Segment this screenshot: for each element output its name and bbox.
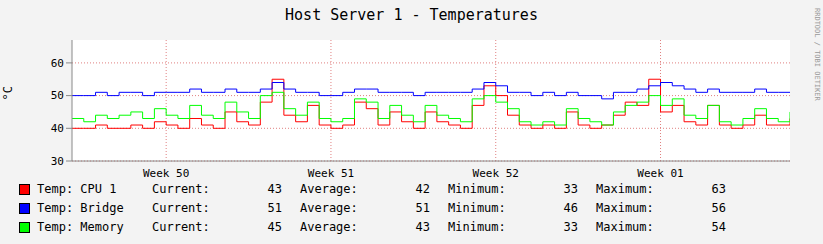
html-text:Maximum:: Maximum: — [596, 201, 654, 215]
html-text:43: 43 — [415, 220, 430, 234]
html-text:Maximum:: Maximum: — [596, 182, 654, 196]
svg-text:Week 51: Week 51 — [308, 167, 354, 180]
html-text:Current:: Current: — [152, 220, 210, 234]
svg-text:50: 50 — [51, 89, 64, 102]
svg-text:Week 50: Week 50 — [143, 167, 189, 180]
html-text:Maximum:: Maximum: — [596, 220, 654, 234]
html-text:54: 54 — [711, 220, 726, 234]
html-text:33: 33 — [563, 220, 578, 234]
html-text:Average:: Average: — [300, 220, 358, 234]
html-text:Current:: Current: — [152, 182, 210, 196]
html-text:RRDTOOL / TOBI OETIKER: RRDTOOL / TOBI OETIKER — [813, 8, 821, 101]
html-text:45: 45 — [267, 220, 282, 234]
html-text:Minimum:: Minimum: — [448, 220, 506, 234]
svg-text:Week 52: Week 52 — [473, 167, 519, 180]
svg-text:Week 01: Week 01 — [637, 167, 683, 180]
html-text:Average:: Average: — [300, 182, 358, 196]
html-text:Temp: Memory: Temp: Memory — [37, 220, 124, 234]
html-text:42: 42 — [415, 182, 430, 196]
html-text:51: 51 — [415, 201, 430, 215]
svg-text:60: 60 — [51, 57, 64, 70]
html-text:Temp: Bridge: Temp: Bridge — [37, 201, 124, 215]
html-text:Current:: Current: — [152, 201, 210, 215]
html-text:43: 43 — [267, 182, 282, 196]
svg-text:°C: °C — [8, 86, 15, 100]
html-text:Host Server 1 - Temperatures: Host Server 1 - Temperatures — [285, 6, 538, 24]
html-text:Temp: CPU 1: Temp: CPU 1 — [37, 182, 117, 196]
svg-text:30: 30 — [51, 155, 64, 168]
html-text:63: 63 — [711, 182, 726, 196]
html-text:56: 56 — [711, 201, 726, 215]
html-text:Minimum:: Minimum: — [448, 201, 506, 215]
html-text:Minimum:: Minimum: — [448, 182, 506, 196]
html-text:33: 33 — [563, 182, 578, 196]
html-text:51: 51 — [267, 201, 282, 215]
html-text:Average:: Average: — [300, 201, 358, 215]
svg-text:40: 40 — [51, 122, 64, 135]
html-text:46: 46 — [563, 201, 578, 215]
